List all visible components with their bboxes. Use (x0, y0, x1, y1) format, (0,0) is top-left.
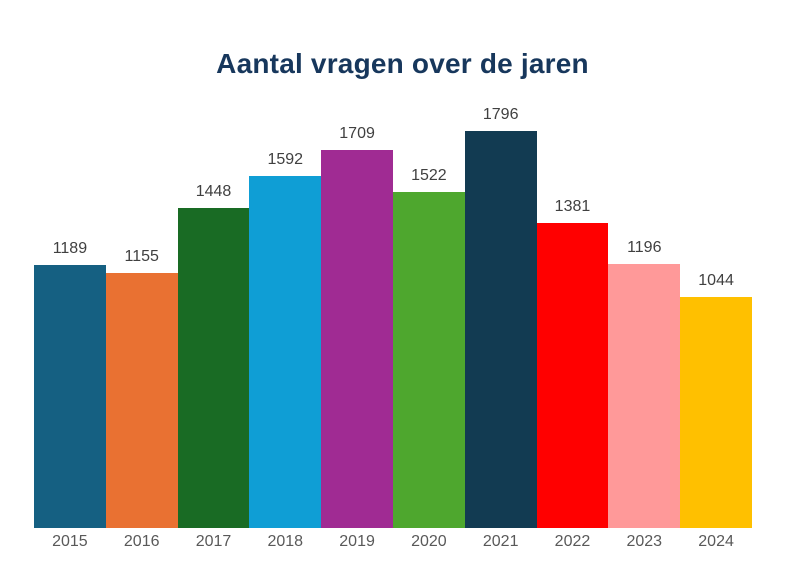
plot-area: 1189 1155 1448 1592 1709 1522 1796 1381 1196 1044 (34, 106, 752, 528)
bar-column-2016: 1155 (105, 131, 178, 528)
bar-value-label-2024: 1044 (698, 272, 734, 290)
bar-value-label-2015: 1189 (52, 240, 88, 258)
bar-value-label-2016: 1155 (124, 247, 159, 265)
bar-value-label-2021: 1796 (482, 106, 519, 123)
chart-title: Aantal vragen over de jaren (216, 48, 589, 79)
bar-column-2018: 1592 (249, 131, 322, 528)
bar-2015 (34, 265, 106, 528)
bar-column-2019: 1709 (321, 125, 393, 528)
bar-2023 (608, 263, 681, 528)
x-axis-label-2020: 2020 (411, 533, 447, 550)
x-axis-label-2019: 2019 (339, 533, 375, 550)
bar-value-label-2023: 1196 (627, 238, 662, 256)
x-axis-label-2021: 2021 (482, 533, 519, 550)
bar-2020 (392, 191, 465, 528)
bar-value-label-2018: 1592 (267, 151, 304, 169)
bar-2021 (464, 131, 537, 528)
bar-column-2020: 1522 (392, 131, 465, 528)
bar-column-2017: 1448 (177, 131, 250, 528)
bar-value-label-2020: 1522 (411, 166, 447, 184)
x-axis-label-2015: 2015 (52, 533, 88, 550)
bar-value-label-2019: 1709 (339, 125, 375, 143)
bar-2024 (680, 297, 752, 528)
x-axis-label-2016: 2016 (123, 533, 160, 550)
x-axis-label-2023: 2023 (626, 533, 663, 550)
bar-column-2015: 1189 (34, 131, 106, 528)
x-axis-label-2022: 2022 (554, 533, 591, 550)
bar-value-label-2017: 1448 (195, 182, 232, 200)
x-axis-label-2017: 2017 (195, 533, 232, 550)
x-axis-label-2024: 2024 (698, 533, 734, 550)
bar-2016 (105, 272, 178, 528)
x-axis: 2015 2016 2017 2018 2019 2020 2021 2022 2023 2024 (34, 533, 752, 551)
bar-column-2021: 1796 (464, 106, 537, 528)
bar-2022 (536, 222, 609, 528)
bar-2018 (249, 176, 322, 528)
x-axis-label-2018: 2018 (267, 533, 304, 550)
bar-value-label-2022: 1381 (554, 197, 591, 215)
bar-2019 (321, 150, 393, 528)
bar-2017 (177, 207, 250, 528)
bar-column-2023: 1196 (608, 131, 681, 528)
bar-column-2024: 1044 (680, 131, 752, 528)
bar-column-2022: 1381 (536, 131, 609, 528)
